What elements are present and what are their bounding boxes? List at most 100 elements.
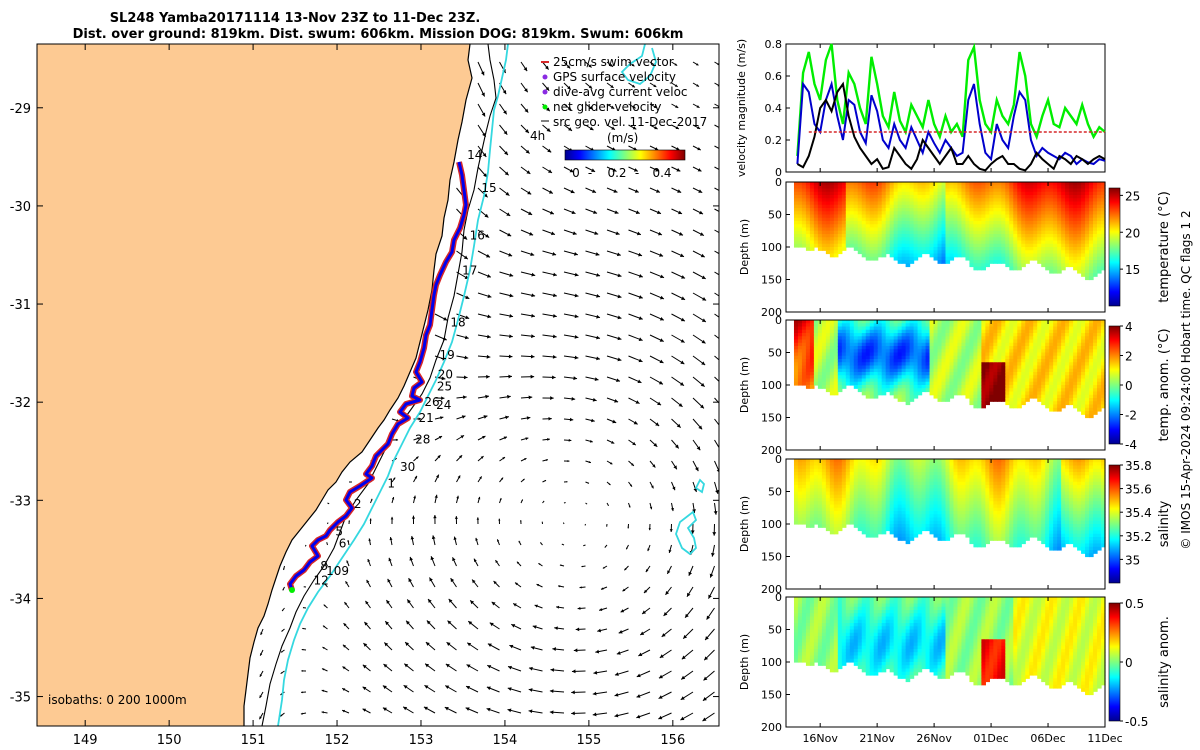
velocity-series-line (796, 81, 1106, 172)
depth-tick-label: 100 (761, 518, 782, 531)
map-y-tick-label: -31 (10, 298, 31, 313)
day-label: 17 (462, 264, 477, 278)
depth-tick-label: 100 (761, 379, 782, 392)
colorbar-tick-label: 25 (1125, 189, 1140, 203)
speed-colorbar-tick-0: 0 (572, 166, 580, 180)
colorbar-tick-label: 20 (1125, 226, 1140, 240)
day-label: 30 (400, 460, 415, 474)
legend-4h-label: 4h (530, 129, 545, 143)
section-panel-3: 0 50 100 150 200 Depth (m) 35.8 35.6 35.4 35.2 35 s… (738, 453, 1172, 596)
depth-tick-label: 150 (761, 551, 782, 564)
velocity-y-tick-label: 0.4 (765, 102, 783, 115)
colorbar-tick-label: -2 (1125, 409, 1137, 423)
map-legend: 25cm/s swim vector GPS surface velocity … (530, 55, 707, 180)
map-x-tick-label: 153 (409, 733, 434, 748)
depth-tick-label: 0 (775, 176, 782, 189)
day-label: 25 (437, 379, 452, 393)
depth-tick-label: 200 (761, 306, 782, 319)
map-x-tick-label: 151 (241, 733, 266, 748)
section-colorbar (1108, 602, 1121, 722)
colorbar-tick-label: -4 (1125, 438, 1137, 452)
colorbar-tick-label: 0 (1125, 379, 1133, 393)
speed-colorbar-dash-2: - (635, 166, 639, 180)
velocity-series (796, 42, 1106, 172)
map-x-tick-label: 150 (157, 733, 182, 748)
depth-tick-label: 150 (761, 412, 782, 425)
velocity-y-tick-label: 0.6 (765, 70, 783, 83)
glider-path (288, 161, 468, 591)
colorbar-tick-label: 2 (1125, 350, 1133, 364)
day-label: 6 (339, 536, 347, 550)
colorbar-tick-label: 35.8 (1125, 459, 1152, 473)
speed-colorbar-tick-1: 0.2 (607, 166, 626, 180)
depth-tick-label: 100 (761, 656, 782, 669)
depth-tick-label: 100 (761, 241, 782, 254)
map-x-tick-label: 155 (576, 733, 601, 748)
day-label: 109 (326, 564, 349, 578)
section-panel-1: 0 50 100 150 200 Depth (m) 25 20 15 temperature (… (738, 176, 1172, 319)
date-axis: 16Nov 21Nov 26Nov 01Dec 06Dec 11Dec (802, 44, 1123, 745)
colorbar-tick-label: 35.2 (1125, 530, 1152, 544)
speed-colorbar-tick-2: 0.4 (652, 166, 671, 180)
section-panel-4: 0 50 100 150 200 Depth (m) 0.5 0 -0.5 salinity an… (738, 591, 1172, 734)
day-label: 20 (438, 368, 453, 382)
colorbar-tick-label: 0.5 (1125, 597, 1144, 611)
depth-axis-label: Depth (m) (738, 357, 751, 413)
depth-axis-label: Depth (m) (738, 496, 751, 552)
copyright-note: © IMOS 15-Apr-2024 09:24:00 Hobart time.… (1179, 210, 1193, 549)
map-y-tick-label: -30 (10, 200, 31, 215)
velocity-panel: 0 0.2 0.4 0.6 0.8 velocity magnitude (m/s) (735, 38, 1106, 179)
depth-tick-label: 200 (761, 444, 782, 457)
map-y-tick-label: -35 (10, 691, 31, 706)
depth-tick-label: 150 (761, 689, 782, 702)
day-label: 28 (415, 432, 430, 446)
colorbar-tick-label: 0 (1125, 656, 1133, 670)
coastline (243, 44, 473, 726)
date-tick-label: 21Nov (859, 732, 895, 745)
legend-gps-velocity: GPS surface velocity (553, 70, 676, 84)
isobaths-label: isobaths: 0 200 1000m (48, 693, 187, 707)
colorbar-tick-label: 35.4 (1125, 506, 1152, 520)
legend-net-glider-velocity: net glider velocity (553, 100, 661, 114)
depth-axis-label: Depth (m) (738, 219, 751, 275)
section-panel-2: 0 50 100 150 200 Depth (m) 4 2 0 -2 -4 temp. anom. … (738, 314, 1172, 457)
day-label: 2 (354, 497, 362, 511)
colorbar-tick-label: 35.6 (1125, 483, 1152, 497)
day-label: 24 (436, 398, 451, 412)
isobath-1000m (277, 44, 509, 726)
legend-swim-vector: 25cm/s swim vector (553, 55, 674, 69)
day-label: 14 (467, 148, 482, 162)
map-x-tick-label: 149 (73, 733, 98, 748)
map-x-tick-label: 154 (493, 733, 518, 748)
velocity-y-tick-label: 0.8 (765, 38, 783, 51)
depth-tick-label: 50 (768, 624, 782, 637)
isobath-1000m-small (675, 478, 705, 556)
map-y-tick-label: -34 (10, 592, 31, 607)
date-tick-label: 01Dec (973, 732, 1008, 745)
day-label: 16 (470, 228, 485, 242)
depth-tick-label: 50 (768, 347, 782, 360)
date-tick-label: 16Nov (802, 732, 838, 745)
legend-dive-avg-current: dive-avg current veloc (553, 85, 688, 99)
map-y-tick-label: -33 (10, 494, 31, 509)
day-label: 8 (320, 559, 328, 573)
figure-title-line2: Dist. over ground: 819km. Dist. swum: 60… (73, 27, 684, 42)
velocity-y-axis: 0 0.2 0.4 0.6 0.8 (765, 38, 790, 179)
legend-geo-velocity: src geo. vel. 11-Dec-2017 (553, 115, 707, 129)
map-y-tick-label: -29 (10, 102, 31, 117)
date-tick-label: 11Dec (1087, 732, 1122, 745)
day-label: 19 (439, 348, 454, 362)
day-label: 12 (314, 574, 329, 588)
colorbar-tick-label: -0.5 (1125, 715, 1148, 729)
depth-tick-label: 200 (761, 583, 782, 596)
day-label: 26 (424, 395, 439, 409)
day-label: 21 (418, 411, 433, 425)
colorbar-label: salinity anom. (1157, 616, 1172, 708)
colorbar-label: temperature (°C) (1157, 191, 1172, 303)
figure-title-line1: SL248 Yamba20171114 13-Nov 23Z to 11-Dec… (110, 11, 481, 26)
depth-tick-label: 200 (761, 721, 782, 734)
depth-tick-label: 150 (761, 274, 782, 287)
